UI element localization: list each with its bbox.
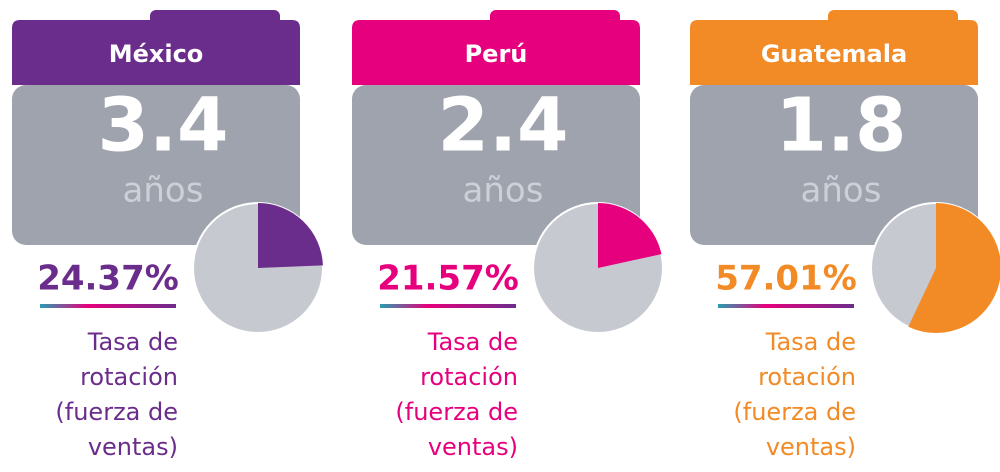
caption-line: Tasa de bbox=[427, 328, 518, 356]
unit: años bbox=[463, 171, 544, 211]
caption-line: Tasa de bbox=[765, 328, 856, 356]
caption-line: Tasa de bbox=[87, 328, 178, 356]
caption-line: ventas) bbox=[766, 433, 856, 461]
rate-underline bbox=[380, 304, 516, 308]
header bbox=[12, 20, 300, 85]
country-name: Perú bbox=[465, 40, 528, 68]
value-box bbox=[12, 85, 300, 245]
rate-label: 57.01% bbox=[715, 259, 857, 299]
rate-underline bbox=[40, 304, 176, 308]
value: 2.4 bbox=[437, 83, 568, 169]
caption-line: rotación bbox=[80, 363, 178, 391]
unit: años bbox=[801, 171, 882, 211]
pie-slice bbox=[258, 203, 323, 268]
rate-label: 24.37% bbox=[37, 259, 179, 299]
header bbox=[352, 20, 640, 85]
value: 3.4 bbox=[97, 83, 228, 169]
value-box bbox=[352, 85, 640, 245]
caption-line: (fuerza de bbox=[55, 398, 178, 426]
pie-slice bbox=[598, 203, 662, 268]
rate-underline bbox=[718, 304, 854, 308]
value: 1.8 bbox=[775, 83, 906, 169]
country-name: México bbox=[109, 40, 204, 68]
caption-line: rotación bbox=[420, 363, 518, 391]
caption-line: rotación bbox=[758, 363, 856, 391]
value-box bbox=[690, 85, 978, 245]
header bbox=[690, 20, 978, 85]
rate-label: 21.57% bbox=[377, 259, 519, 299]
caption-line: (fuerza de bbox=[733, 398, 856, 426]
caption-line: ventas) bbox=[428, 433, 518, 461]
pie-slice bbox=[908, 203, 1000, 333]
country-name: Guatemala bbox=[761, 40, 907, 68]
caption-line: ventas) bbox=[88, 433, 178, 461]
caption-line: (fuerza de bbox=[395, 398, 518, 426]
unit: años bbox=[123, 171, 204, 211]
